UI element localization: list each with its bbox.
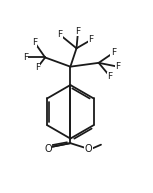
Text: O: O: [44, 144, 52, 153]
Text: F: F: [111, 48, 116, 57]
Text: F: F: [32, 38, 37, 47]
Text: F: F: [108, 72, 113, 81]
Text: F: F: [88, 35, 94, 44]
Text: O: O: [85, 144, 93, 153]
Text: F: F: [57, 30, 62, 39]
Text: F: F: [115, 62, 120, 71]
Text: F: F: [35, 63, 40, 72]
Text: F: F: [75, 27, 81, 36]
Text: F: F: [23, 53, 28, 62]
